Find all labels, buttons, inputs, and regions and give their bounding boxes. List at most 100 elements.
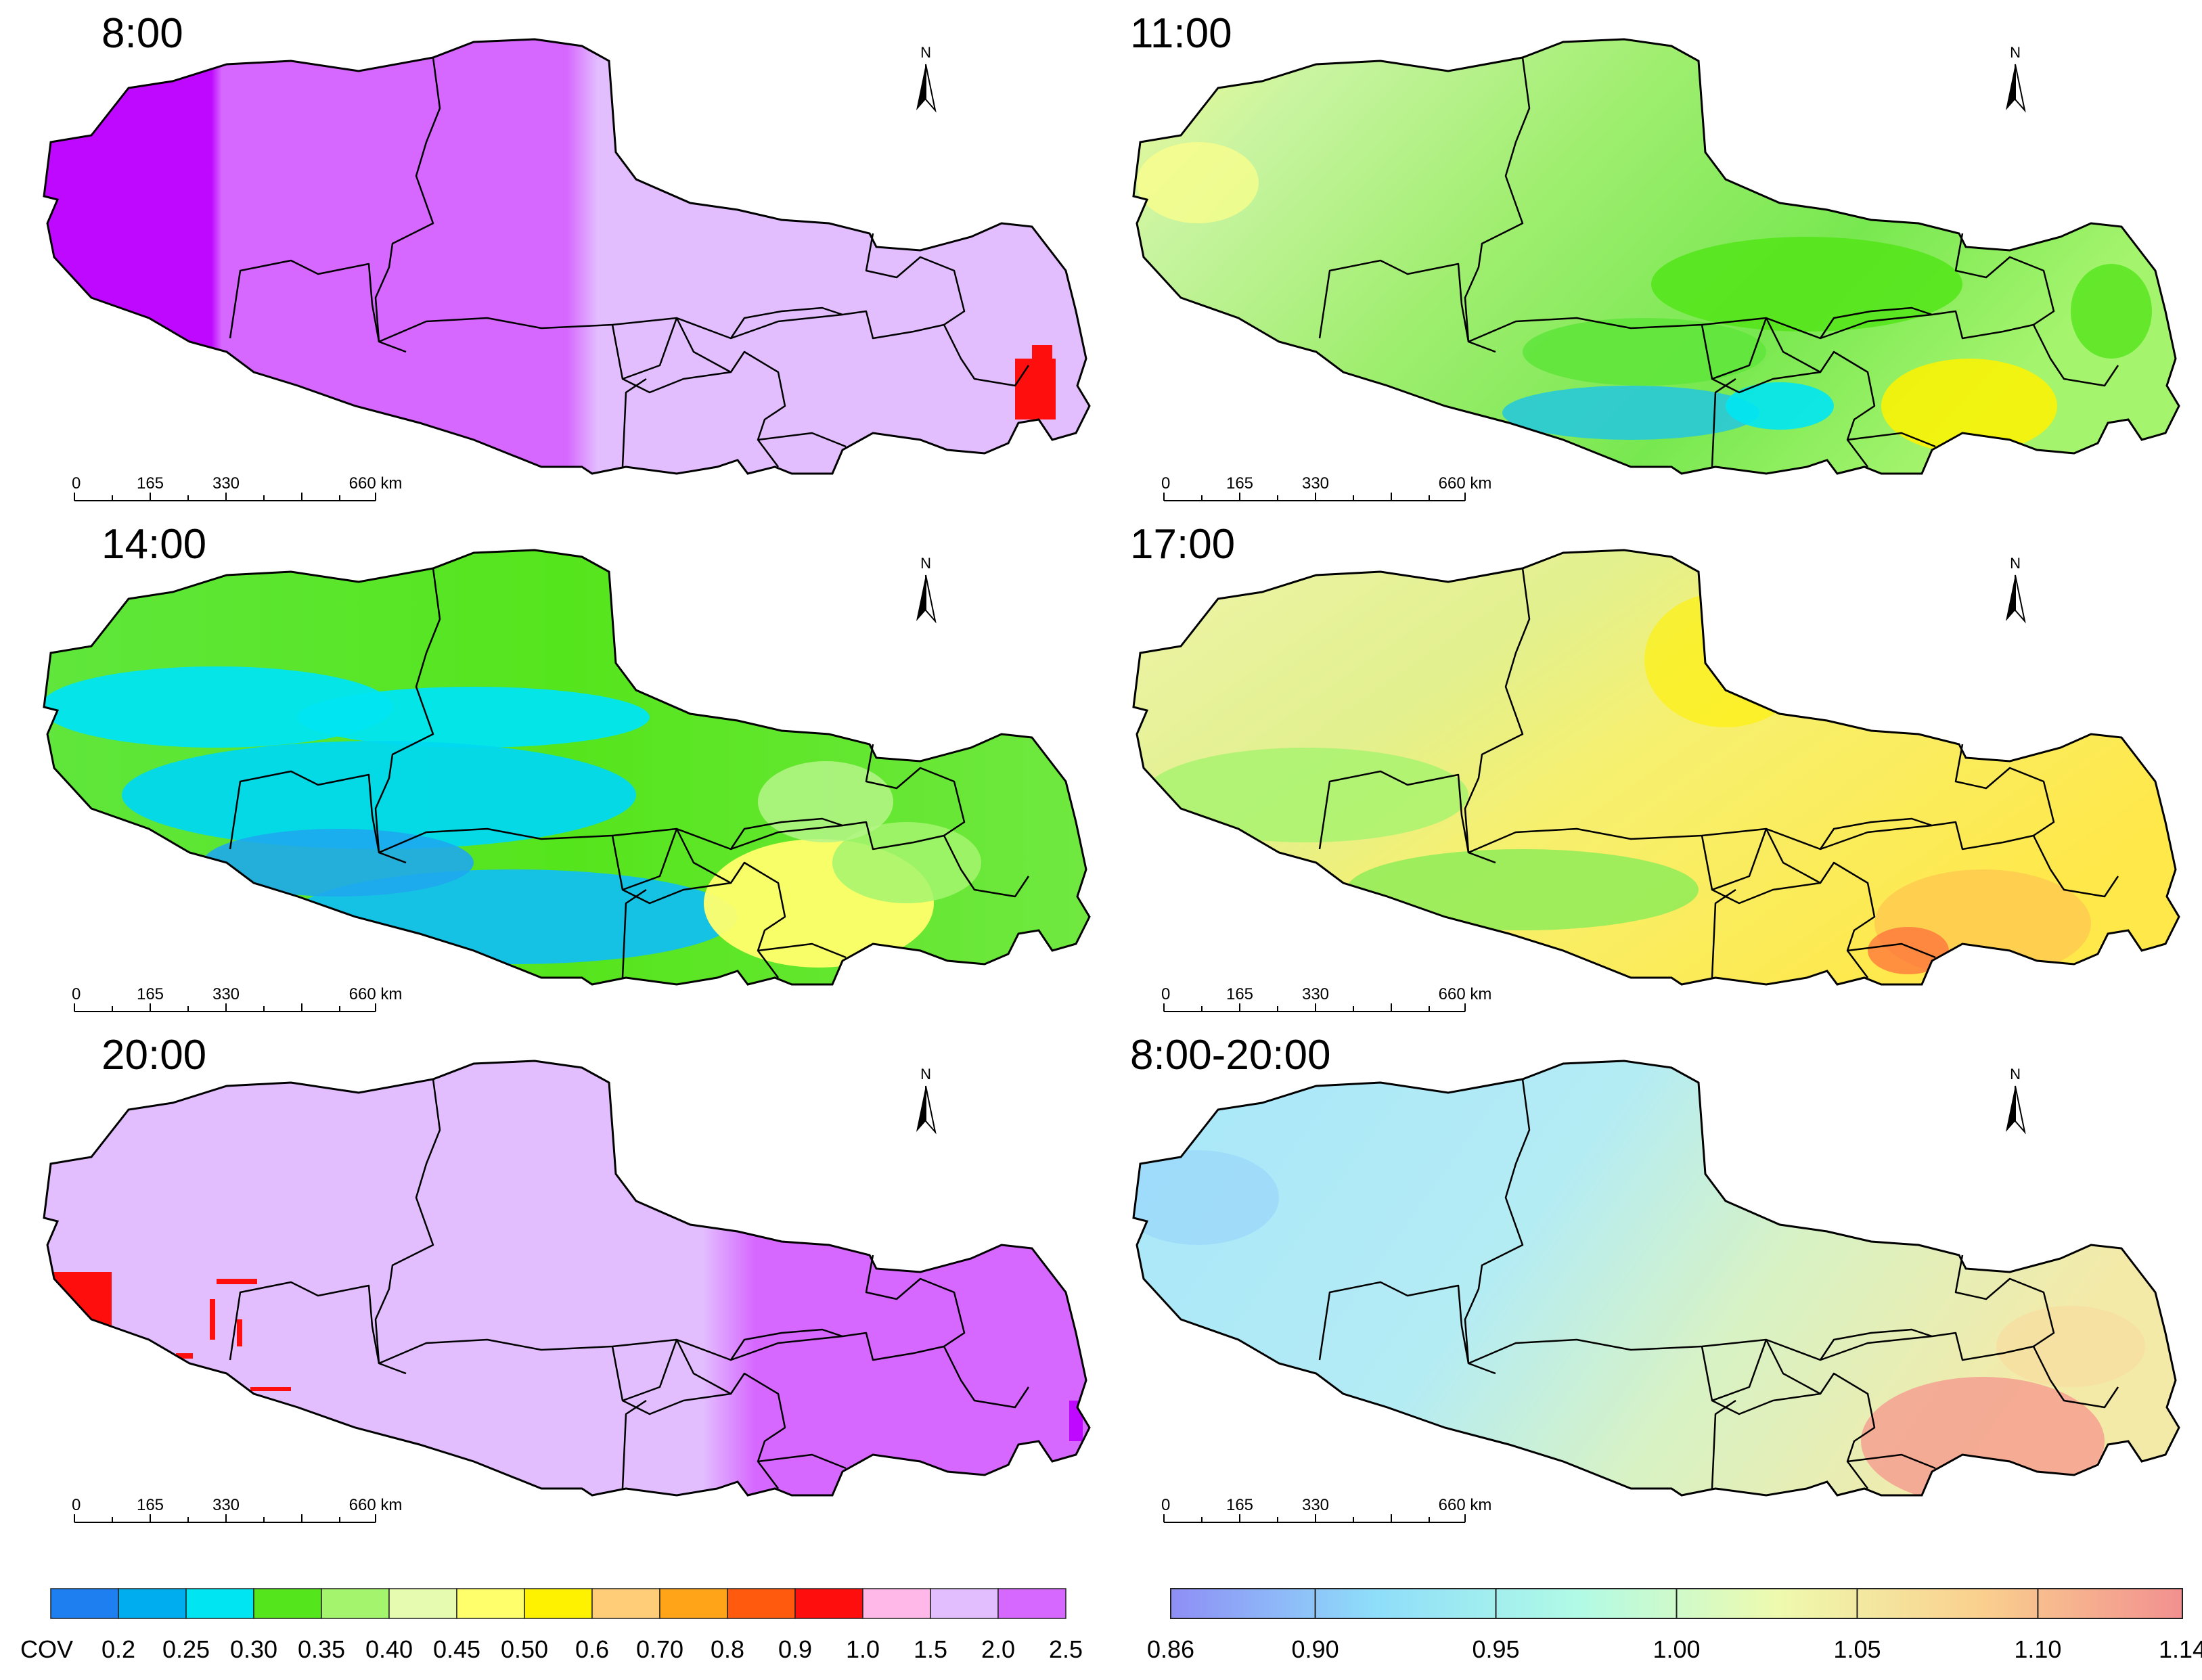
value-patches (1133, 1150, 2145, 1495)
north-label: N (2010, 1066, 2021, 1083)
legend-swatch (118, 1588, 187, 1619)
legend-title: COV (20, 1635, 73, 1663)
region-fill (44, 39, 1089, 474)
north-arrow-icon: N (2006, 555, 2026, 624)
region-outline (1132, 38, 2180, 475)
admin-boundary (621, 1399, 647, 1489)
admin-boundary (729, 307, 1030, 387)
region-fill (1133, 39, 2179, 474)
value-patches (44, 666, 981, 968)
admin-boundary (611, 1339, 678, 1402)
scale-label: 660 km (349, 1496, 403, 1514)
legend-swatch (456, 1588, 525, 1619)
admin-boundary (1847, 1453, 1936, 1470)
admin-boundary (621, 888, 647, 978)
admin-boundary (622, 861, 786, 978)
scale-label: 165 (137, 985, 164, 1003)
panel-title: 20:00 (102, 1032, 206, 1079)
scale-label: 330 (1302, 985, 1329, 1003)
scale-label: 165 (137, 1496, 164, 1514)
legend-swatch (388, 1588, 457, 1619)
scale-label: 330 (212, 474, 240, 493)
scale-bar: 0 165 330 660 km (1161, 474, 1491, 501)
legend-swatch (253, 1588, 322, 1619)
map-panel-5: 20:00 N 0 165 330 660 km (43, 1032, 1091, 1523)
map-panel-3: 14:00 N 0 165 330 660 km (43, 521, 1091, 1012)
legend-swatch (862, 1588, 931, 1619)
admin-boundary (1711, 861, 1876, 978)
region-outline (1132, 1060, 2180, 1497)
admin-boundary (1847, 432, 1936, 448)
scale-label: 165 (1226, 474, 1253, 493)
admin-boundary (675, 1339, 732, 1395)
legend-label: 0.50 (501, 1635, 548, 1663)
admin-boundary (1711, 888, 1736, 978)
scale-label: 330 (212, 1496, 240, 1514)
admin-boundary (1765, 1339, 1821, 1395)
region-outline (43, 38, 1091, 475)
admin-boundary (622, 1372, 786, 1489)
admin-boundary (1701, 1339, 1768, 1402)
admin-boundary (1954, 744, 2055, 837)
admin-boundary (757, 432, 847, 448)
admin-boundary (374, 568, 441, 864)
admin-boundary (1954, 233, 2055, 326)
admin-boundary (1847, 943, 1936, 959)
legend-label: 1.05 (1833, 1635, 1881, 1663)
panel-title: 8:00-20:00 (1130, 1032, 1330, 1079)
scale-bar: 0 165 330 660 km (1161, 1496, 1491, 1523)
admin-boundary (1464, 568, 1531, 864)
scale-label: 660 km (349, 985, 403, 1003)
north-arrow-icon: N (2006, 1066, 2026, 1135)
legend-label: 2.0 (981, 1635, 1015, 1663)
legend-label: 0.45 (433, 1635, 480, 1663)
admin-boundary (1711, 350, 1876, 468)
legend-swatch (930, 1588, 999, 1619)
legend-label: 0.90 (1292, 1635, 1339, 1663)
admin-boundary (1819, 1328, 2119, 1409)
north-label: N (2010, 44, 2021, 61)
admin-boundary (1701, 828, 1768, 891)
legend-swatch (997, 1588, 1066, 1619)
legend-label: 0.70 (636, 1635, 683, 1663)
north-label: N (920, 44, 931, 61)
admin-boundary (675, 317, 732, 373)
legend-swatch (50, 1588, 119, 1619)
scale-label: 0 (72, 1496, 81, 1514)
legend-label: 0.40 (365, 1635, 413, 1663)
admin-boundary (1701, 317, 1768, 380)
scale-label: 330 (1302, 474, 1329, 493)
legend-label: 1.0 (846, 1635, 880, 1663)
legend-swatch (659, 1588, 728, 1619)
legend-label: 0.6 (575, 1635, 609, 1663)
region-outline (43, 1060, 1091, 1497)
scale-bar: 0 165 330 660 km (72, 1496, 403, 1523)
map-panel-4: 17:00 N 0 165 330 660 km (1130, 521, 2180, 1012)
scale-bar: 0 165 330 660 km (72, 985, 402, 1012)
north-arrow-icon: N (2006, 44, 2026, 113)
value-patches (1144, 592, 2091, 978)
value-patches (1015, 345, 1056, 419)
scale-label: 0 (72, 474, 81, 493)
legend-label: 0.95 (1472, 1635, 1519, 1663)
admin-boundary (374, 57, 441, 353)
scale-label: 660 km (1439, 474, 1492, 493)
admin-boundary (622, 350, 786, 468)
admin-boundary (1711, 1372, 1876, 1489)
admin-boundary (1711, 378, 1736, 468)
admin-boundary (865, 1254, 966, 1348)
legend-label: 1.10 (2014, 1635, 2061, 1663)
north-arrow-icon: N (916, 1066, 937, 1135)
map-panel-1: 8:00 N 0 165 330 660 km (43, 10, 1091, 501)
legend-swatch (524, 1588, 593, 1619)
panel-title: 11:00 (1130, 10, 1232, 57)
admin-boundary (1318, 259, 1470, 342)
legend-swatch (185, 1588, 254, 1619)
legend-ratio: 0.86 0.90 0.95 1.00 1.05 1.10 1.14 (1147, 1588, 2202, 1663)
legend-swatch (794, 1588, 863, 1619)
admin-boundary (757, 943, 847, 959)
admin-boundary (1711, 1399, 1736, 1489)
scale-bar: 0 165 330 660 km (72, 474, 402, 501)
panel-title: 17:00 (1130, 521, 1235, 568)
